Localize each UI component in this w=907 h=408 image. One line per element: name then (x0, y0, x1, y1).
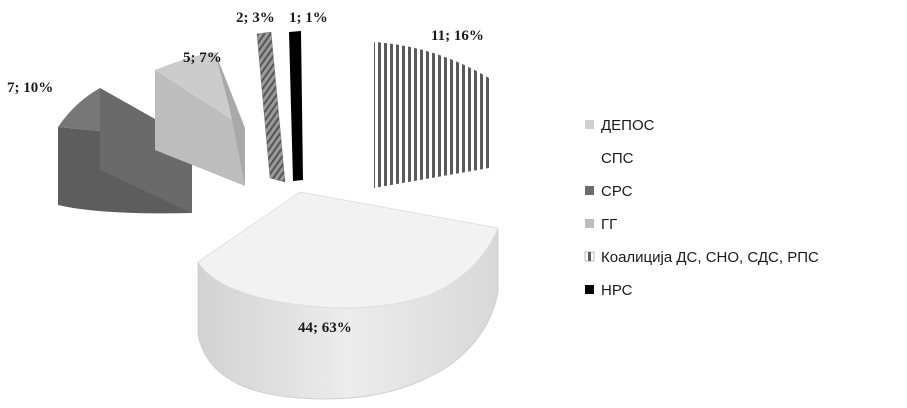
slice-depos (197, 191, 499, 400)
legend-swatch-gg (585, 219, 594, 228)
slice-koalicija (256, 31, 286, 183)
legend-label-depos: ДЕПОС (601, 117, 655, 134)
slice-nrs (289, 31, 303, 181)
slice-striped-face (374, 42, 489, 188)
legend-label-koalicija: Коалиција ДС, СНО, СДС, РПС (601, 249, 819, 266)
legend: ДЕПОС СПС СРС ГГ Коалиција ДС, СНО, СДС,… (584, 117, 819, 299)
legend-item-nrs: НРС (585, 282, 633, 299)
legend-item-gg: ГГ (585, 216, 617, 233)
legend-label-gg: ГГ (601, 216, 617, 233)
data-label-nrs: 1; 1% (289, 10, 328, 26)
data-label-depos: 44; 63% (298, 320, 352, 336)
slice-koalicija-face (256, 31, 286, 183)
legend-item-sps: СПС (585, 150, 634, 167)
legend-swatch-srs (585, 186, 594, 195)
slice-depos-top (197, 191, 499, 309)
legend-label-nrs: НРС (601, 282, 633, 299)
data-label-koalicija: 2; 3% (236, 10, 275, 26)
legend-item-koalicija: Коалиција ДС, СНО, СДС, РПС (584, 249, 819, 266)
slice-striped (374, 42, 489, 188)
data-label-striped: 11; 16% (431, 28, 484, 44)
legend-swatch-sps (585, 153, 594, 162)
data-label-srs: 7; 10% (7, 80, 53, 96)
data-label-gg: 5; 7% (183, 50, 222, 66)
legend-swatch-depos (585, 120, 594, 129)
legend-swatch-koalicija (584, 251, 595, 262)
legend-label-srs: СРС (601, 183, 633, 200)
legend-item-depos: ДЕПОС (585, 117, 655, 134)
slice-nrs-face (289, 31, 303, 181)
slice-gg-face (155, 70, 245, 186)
slice-gg (155, 52, 245, 186)
legend-label-sps: СПС (601, 150, 634, 167)
legend-item-srs: СРС (585, 183, 633, 200)
legend-swatch-nrs (585, 285, 594, 294)
